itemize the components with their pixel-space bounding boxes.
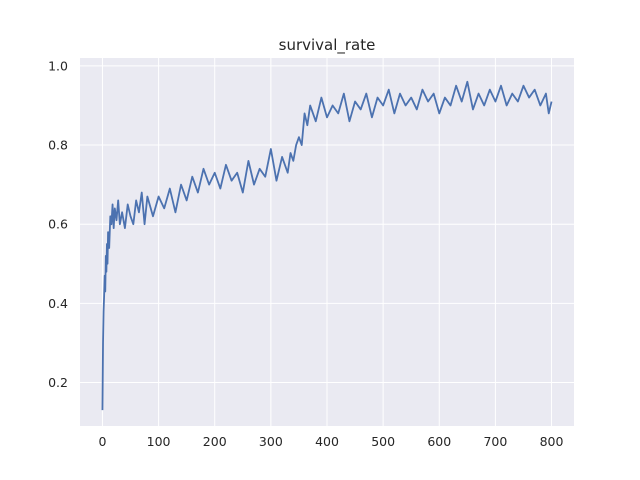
y-tick-label: 0.6 [48, 217, 68, 232]
x-tick-label: 400 [315, 434, 339, 449]
grid-lines [80, 58, 574, 426]
x-tick-label: 0 [98, 434, 106, 449]
y-tick-label: 0.2 [48, 375, 68, 390]
x-tick-label: 200 [203, 434, 227, 449]
y-tick-label: 0.4 [48, 296, 68, 311]
chart-title: survival_rate [279, 36, 376, 55]
x-tick-label: 100 [147, 434, 171, 449]
x-tick-label: 800 [540, 434, 564, 449]
tick-labels: 0 100 200 300 400 500 600 700 800 0.2 0.4 0.6 0.8 1.0 [48, 58, 563, 449]
y-tick-label: 1.0 [48, 58, 68, 73]
x-tick-label: 600 [427, 434, 451, 449]
y-tick-label: 0.8 [48, 138, 68, 153]
x-tick-label: 700 [483, 434, 507, 449]
x-tick-label: 500 [371, 434, 395, 449]
x-tick-label: 300 [259, 434, 283, 449]
survival-rate-line [101, 80, 553, 411]
